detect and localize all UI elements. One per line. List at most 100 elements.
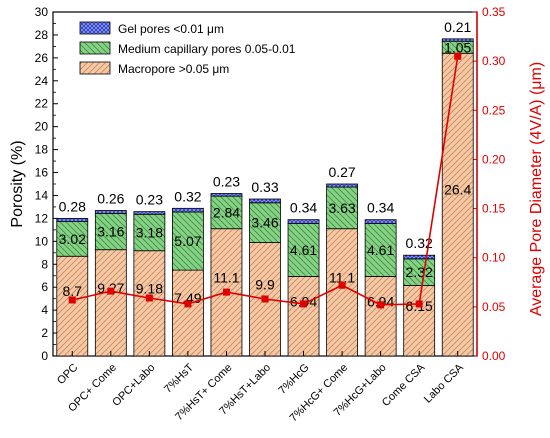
label-medium: 2.32 [406,264,433,280]
bar-gel-pores [403,254,436,260]
label-medium: 2.84 [213,204,240,220]
y2-tick-label: 0.10 [482,251,506,265]
bar-macropore [94,249,127,357]
pore-diameter-point [377,301,385,309]
label-gel: 0.32 [174,188,201,204]
label-gel: 0.33 [251,179,278,195]
label-macropore: 8.7 [63,283,83,299]
pore-diameter-point [68,296,76,304]
label-medium: 4.61 [367,242,394,258]
pore-diameter-point [454,52,462,60]
y2-tick-label: 0.20 [482,152,506,166]
y2-tick-label: 0.00 [482,349,506,363]
bar-gel-pores [326,183,358,188]
bar-medium-capillary [403,258,436,286]
bar-macropore [326,228,358,357]
y-tick-label: 22 [35,97,49,111]
y2-tick-label: 0.30 [482,54,506,68]
bar-medium-capillary [364,223,397,277]
label-gel: 0.26 [97,190,124,206]
bar-macropore [364,276,397,357]
label-gel: 0.34 [367,200,394,216]
legend-label: Medium capillary pores 0.05-0.01 [118,42,296,56]
bar-medium-capillary [249,202,281,243]
y-tick-label: 12 [35,211,49,225]
x-category-label: OPC [55,362,80,387]
x-category-label: 7%HsT [162,361,196,395]
y-tick-label: 26 [35,51,49,65]
label-medium: 4.61 [290,242,317,258]
label-macropore: 11.1 [213,269,239,285]
bar-gel-pores [287,219,320,224]
pore-diameter-point [261,295,269,303]
bar-gel-pores [364,219,397,224]
bar-medium-capillary [326,186,358,230]
y2-tick-label: 0.05 [482,300,506,314]
bar-macropore [403,285,436,357]
legend-label: Gel pores <0.01 μm [118,22,224,36]
bar-gel-pores [172,207,204,213]
label-medium: 3.46 [251,215,278,231]
bar-macropore [287,276,320,357]
label-medium: 3.63 [328,200,355,216]
y-tick-label: 18 [35,143,49,157]
legend-label: Macropore >0.05 μm [118,62,229,76]
pore-diameter-point [338,281,346,289]
label-medium: 3.18 [136,225,163,241]
bar-gel-pores [249,198,281,204]
label-medium: 1.05 [444,39,471,55]
y-tick-label: 0 [41,349,48,363]
label-gel: 0.28 [59,198,86,214]
y-tick-label: 28 [35,28,49,42]
pore-diameter-point [222,288,230,296]
y-tick-label: 14 [35,188,49,202]
pore-diameter-point [184,300,192,308]
y-axis-title: Porosity (%) [9,140,26,227]
bar-medium-capillary [172,211,204,271]
label-gel: 0.27 [328,164,355,180]
y-tick-label: 4 [41,303,48,317]
label-macropore: 11.1 [329,269,355,285]
y-tick-label: 6 [41,280,48,294]
bar-macropore [133,250,166,357]
legend-swatch [79,41,111,55]
x-category-label: 7%HcG [276,362,311,397]
y2-tick-label: 0.25 [482,103,506,117]
bar-medium-capillary [133,213,166,252]
label-gel: 0.23 [136,192,163,208]
label-gel: 0.23 [213,174,240,190]
pore-diameter-point [107,287,115,295]
y-tick-label: 16 [35,166,49,180]
y2-tick-label: 0.35 [482,5,506,19]
label-macropore: 26.4 [444,182,471,198]
bar-macropore [172,269,204,357]
pore-diameter-point [300,300,308,308]
bar-medium-capillary [210,195,243,230]
legend-swatch [79,61,111,75]
label-medium: 3.02 [59,231,86,247]
y2-axis-title: Average Pore Diameter (4V/A) (μm) [528,62,545,316]
y-tick-label: 30 [35,5,49,19]
y-tick-label: 24 [35,74,49,88]
y-tick-label: 20 [35,120,49,134]
label-macropore: 9.18 [136,280,163,296]
bar-gel-pores [133,211,166,215]
bar-gel-pores [94,210,127,214]
legend-swatch [79,21,111,35]
bar-gel-pores [210,193,243,197]
bar-gel-pores [56,217,89,223]
label-macropore: 9.9 [255,276,275,292]
label-gel: 0.34 [290,200,317,216]
label-gel: 0.32 [406,235,433,251]
pore-diameter-point [145,294,153,302]
x-category-label: Labo CSA [422,361,466,405]
label-medium: 5.07 [174,233,201,249]
y-tick-label: 2 [41,326,48,340]
y-tick-label: 8 [41,257,48,271]
pore-diameter-point [415,300,423,308]
y2-tick-label: 0.15 [482,202,506,216]
label-gel: 0.21 [444,19,471,35]
x-category-label: Come CSA [380,361,428,409]
bar-macropore [56,255,89,357]
